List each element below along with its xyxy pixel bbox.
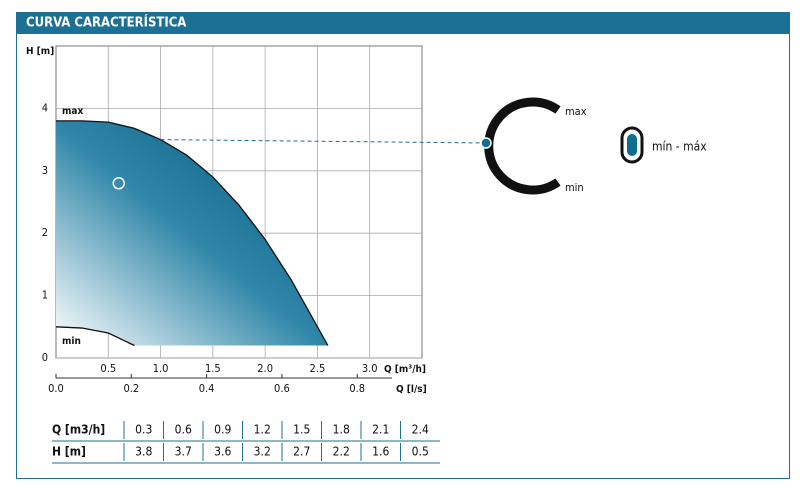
table-cell: 1.5: [293, 423, 310, 437]
x-tick-label: 2.5: [310, 362, 326, 375]
table-cell: 3.2: [254, 445, 271, 459]
x-tick-label: 0.5: [100, 362, 116, 375]
table-cell: 3.7: [175, 445, 192, 459]
curve: [55, 326, 135, 347]
table-cell: 3.6: [214, 445, 231, 459]
table-cell: Q [m3/h]: [52, 423, 105, 437]
x2-tick-label: 0.6: [274, 382, 290, 395]
table-cell: 2.1: [372, 423, 389, 437]
title: CURVA CARACTERÍSTICA: [26, 15, 186, 31]
table-cell: 1.6: [372, 445, 389, 459]
mode-label: mín - máx: [652, 140, 707, 154]
series-label: max: [62, 106, 83, 117]
curve: [56, 120, 329, 346]
table-cell: 1.2: [254, 423, 271, 437]
x-tick-label: 1.5: [205, 362, 221, 375]
table-cell: 1.8: [333, 423, 350, 437]
table-cell: 0.3: [135, 423, 152, 437]
mode-knob-inner: [627, 134, 637, 156]
y-axis-label: H [m]: [26, 46, 54, 57]
x2-tick-label: 0.0: [48, 382, 64, 395]
title-bar: [16, 12, 790, 34]
x-tick-label: 1.0: [153, 362, 169, 375]
speed-arc: [484, 97, 561, 195]
guide-line: [160, 139, 487, 144]
y-tick-label: 0: [42, 351, 48, 364]
y-tick-label: 1: [42, 289, 48, 302]
y-tick-label: 3: [42, 164, 48, 177]
table-cell: H [m]: [52, 445, 86, 459]
operating-point: [112, 177, 125, 190]
x2-tick-label: 0.8: [349, 382, 365, 395]
area-fill: [56, 120, 328, 346]
x2-tick-label: 0.2: [123, 382, 139, 395]
speed-min: min: [565, 181, 584, 194]
table-cell: 3.8: [135, 445, 152, 459]
table-cell: 0.6: [175, 423, 192, 437]
table-cell: 2.4: [412, 423, 429, 437]
table-cell: 2.2: [333, 445, 350, 459]
speed-max: max: [565, 105, 587, 118]
table-cell: 2.7: [293, 445, 310, 459]
y-tick-label: 2: [42, 226, 48, 239]
x-tick-label: 3.0: [362, 362, 378, 375]
x-axis-label: Q [m³/h]: [384, 364, 426, 375]
x2-tick-label: 0.4: [199, 382, 215, 395]
series-label: min: [62, 336, 81, 347]
x-tick-label: 2.0: [257, 362, 273, 375]
table-cell: 0.5: [412, 445, 429, 459]
y-tick-label: 4: [42, 101, 48, 114]
x2-axis-label: Q [l/s]: [396, 384, 427, 395]
table-cell: 0.9: [214, 423, 231, 437]
